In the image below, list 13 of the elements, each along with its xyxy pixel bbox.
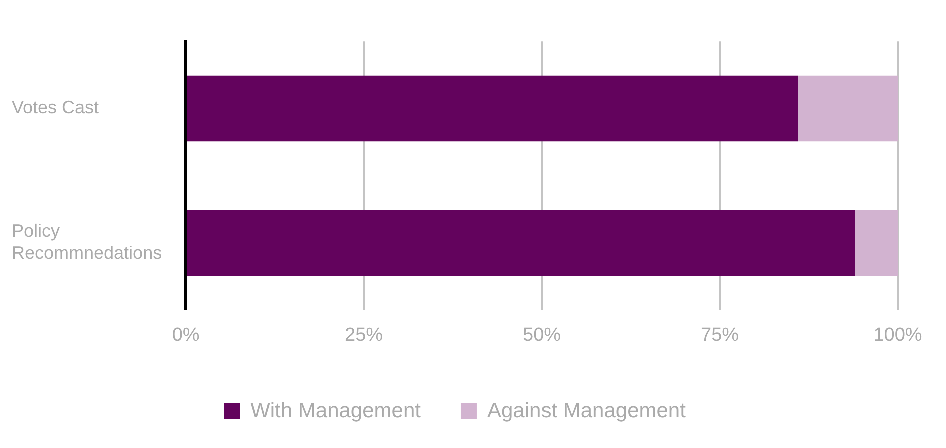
x-tick-label: 50% (523, 324, 562, 346)
y-tick-label: Policy Recommnedations (12, 221, 162, 263)
bar (187, 76, 798, 142)
y-tick-label: Votes Cast (12, 98, 100, 118)
bar (187, 210, 856, 276)
x-tick-label: 75% (701, 324, 740, 346)
legend-label: With Management (250, 399, 422, 422)
x-tick-label: 100% (874, 324, 922, 346)
bar (798, 76, 898, 142)
x-tick-label: 25% (345, 324, 384, 346)
x-tick-label: 0% (172, 324, 200, 346)
legend-label: Against Management (487, 399, 686, 422)
bar (855, 210, 898, 276)
